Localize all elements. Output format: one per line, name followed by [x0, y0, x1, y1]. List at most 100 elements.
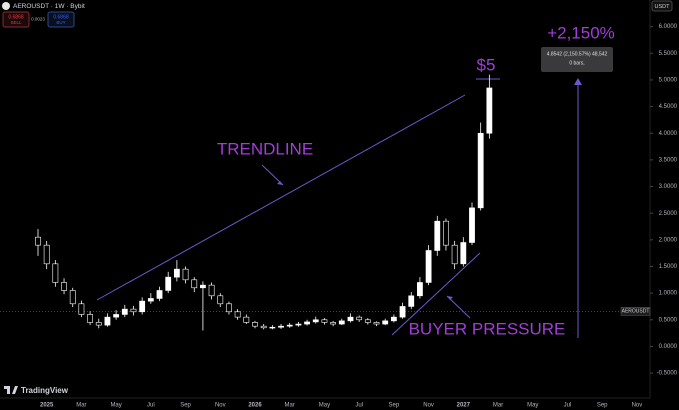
candle-body: [338, 320, 345, 325]
candle-body: [486, 87, 493, 134]
arrowhead: [574, 78, 582, 85]
candle-body: [364, 319, 371, 323]
x-tick-label: May: [319, 403, 330, 409]
candle-body: [356, 316, 363, 321]
brand: TradingView: [21, 386, 69, 395]
x-tick-label: May: [527, 403, 538, 409]
candle-body: [243, 316, 250, 323]
brand-logo: [4, 386, 18, 394]
candle-body: [295, 323, 302, 326]
y-tick-label: 3.0000: [659, 184, 678, 190]
candle-body: [312, 319, 319, 323]
y-tick-label: 4.0000: [659, 131, 678, 137]
candle-body: [52, 263, 59, 283]
candle-body: [399, 306, 406, 318]
candle-body: [269, 326, 276, 329]
candle-body: [121, 308, 128, 315]
candle-body: [443, 220, 449, 246]
candle-body: [278, 325, 284, 328]
sell-label: SELL: [10, 20, 22, 25]
y-tick-label: 5.0000: [659, 78, 678, 84]
x-tick-label: Nov: [423, 403, 434, 409]
price-tag: [620, 307, 651, 316]
candle-body: [165, 276, 172, 291]
candle-body: [434, 220, 441, 251]
symbol-icon: [2, 2, 10, 10]
candle-body: [182, 268, 189, 281]
buy-button[interactable]: [47, 11, 75, 28]
trendline-label: TRENDLINE: [217, 139, 313, 158]
candle-body: [460, 242, 467, 265]
candle-body: [226, 303, 232, 313]
y-tick-label: 1.0000: [659, 291, 678, 297]
arrowhead: [277, 181, 283, 185]
y-tick-label: 4.5000: [659, 104, 678, 110]
candle-body: [382, 320, 389, 325]
x-tick-label: Nov: [632, 403, 643, 409]
currency-button[interactable]: [651, 0, 673, 12]
x-tick-label: Jul: [147, 403, 155, 409]
buyer-arrow: [446, 295, 471, 319]
candle-body: [469, 207, 475, 243]
x-tick-label: Sep: [389, 403, 400, 409]
y-tick-label: 6.0000: [659, 24, 678, 30]
x-tick-label: Sep: [597, 403, 608, 409]
buyer-label: BUYER PRESSURE: [409, 319, 566, 338]
y-tick-label: 1.5000: [659, 264, 678, 270]
buyer-line: [391, 252, 481, 336]
x-tick-label: 2026: [248, 403, 262, 409]
candle-body: [234, 311, 241, 318]
candle-body: [87, 314, 93, 323]
candle-body: [477, 132, 484, 209]
candle-body: [173, 268, 180, 278]
candle-body: [78, 303, 85, 315]
candle-body: [139, 300, 146, 313]
buy-price: 0.6868: [53, 14, 69, 20]
y-tick-label: 3.5000: [659, 157, 678, 163]
y-tick-label: 0.5000: [659, 317, 678, 323]
candle-body: [200, 284, 206, 289]
candle-body: [347, 316, 354, 322]
y-tick-label: 2.0000: [659, 237, 678, 243]
candle-body: [390, 316, 397, 322]
y-tick-label: 5.5000: [659, 51, 678, 57]
currency: USDT: [655, 4, 671, 10]
candle-body: [217, 295, 224, 305]
target-label: $5: [477, 55, 496, 74]
candle-body: [191, 279, 198, 289]
candle-body: [156, 290, 163, 299]
y-tick-label: -0.5000: [657, 371, 678, 377]
sell-price: 0.6868: [8, 14, 24, 20]
candle-body: [321, 319, 328, 323]
candle-body: [408, 295, 415, 307]
y-tick-label: 2.5000: [659, 211, 678, 217]
gain-label: +2,150%: [547, 23, 615, 42]
candle-body: [104, 316, 111, 326]
sell-button[interactable]: [2, 11, 30, 28]
x-tick-label: Sep: [180, 403, 191, 409]
candle-body: [113, 314, 120, 318]
x-tick-label: Nov: [215, 403, 226, 409]
trendline: [96, 94, 466, 301]
measure-text: 4.8542 (2,150.57%) 48,542: [547, 51, 608, 57]
candle-body: [147, 298, 154, 302]
plot: 6.0000 5.5000 5.0000 4.5000 4.0000 3.5000 3.00…: [0, 24, 678, 409]
x-tick-label: 2025: [40, 403, 54, 409]
candle-body: [451, 244, 458, 265]
measure-bars: 0 bars,: [569, 60, 584, 66]
candle-body: [260, 325, 267, 329]
x-tick-label: May: [110, 403, 121, 409]
y-tick-label: 0.0000: [659, 344, 678, 350]
candle-body: [417, 282, 423, 297]
spread: 0.0023: [31, 17, 45, 22]
x-tick-label: Jul: [355, 403, 363, 409]
symbol: AEROUSDT · 1W · Bybit: [13, 3, 85, 10]
candle-body: [208, 284, 215, 297]
candle-body: [130, 308, 137, 313]
price-tag-label: AEROUSDT: [622, 309, 650, 315]
candle-body: [69, 290, 76, 305]
candle-body: [95, 322, 102, 326]
measure-box: [541, 47, 613, 72]
